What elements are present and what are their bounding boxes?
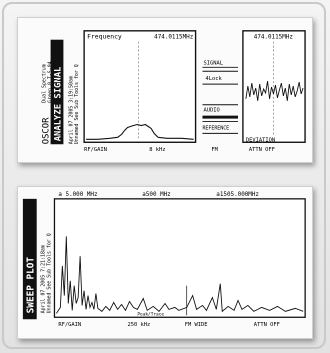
sweep-mode-box xyxy=(22,198,37,320)
freq-value: 474.0115MHz xyxy=(154,35,193,41)
sweep-plot-printout: SWEEP PLOT April 07 2005 7:21:18am Unnam… xyxy=(17,186,313,339)
peak-label: Peak/Trace xyxy=(137,311,164,317)
user-line: Unnamed See Sub Tools for Q xyxy=(74,64,80,144)
sweep-plot-graphics: SWEEP PLOT April 07 2005 7:21:18am Unnam… xyxy=(22,192,306,328)
lock-label: 4Lock xyxy=(205,76,222,82)
attn-label: ATTN OFF xyxy=(249,147,275,153)
deviation-label: DEVIATION xyxy=(246,137,275,143)
spectrum-trace xyxy=(86,123,194,140)
deviation-trace xyxy=(245,81,304,101)
mode-label: ANALYZE SIGNAL xyxy=(53,67,63,142)
sweep-mode-label: SWEEP PLOT xyxy=(26,257,37,314)
mode-label-box xyxy=(50,39,64,145)
span-label: a500 MHz xyxy=(142,192,170,198)
bottom-mode-label: FM xyxy=(211,147,218,153)
stop-label: a1505.000MHz xyxy=(216,192,259,198)
reference-label: REFERENCE xyxy=(202,125,229,131)
freq-label: Frequency xyxy=(87,33,122,41)
bottom-left-label: RF/GAIN xyxy=(84,147,107,153)
side-subtitle: Dual Spectrum xyxy=(42,64,48,103)
side-line2: Green 0 T-S-04 xyxy=(48,61,54,103)
sweep-bottom-left: RF/GAIN xyxy=(58,322,81,328)
spectrum-window xyxy=(83,30,197,143)
date-line: April 07 2005 3:19:50am xyxy=(68,76,74,144)
side-title: OSCOR xyxy=(42,117,52,144)
sweep-date-line: April 07 2005 7:21:18am xyxy=(41,245,47,313)
analyze-signal-printout: OSCOR Dual Spectrum Green 0 T-S-04 ANALY… xyxy=(17,17,313,163)
sweep-user-line: Unnamed See Sub Tools for Q xyxy=(47,233,53,313)
signal-label: SIGNAL xyxy=(203,60,223,66)
start-label: a 5.000 MHz xyxy=(58,192,97,198)
sweep-trace xyxy=(56,236,304,314)
audio-meter xyxy=(202,115,238,119)
sweep-plot-window xyxy=(53,198,306,318)
sweep-bottom-mode: FM WIDE xyxy=(185,322,208,328)
frame-border xyxy=(2,2,326,349)
deviation-window xyxy=(242,30,306,143)
audio-label: AUDIO xyxy=(203,108,219,114)
bottom-mid-label: 8 kHz xyxy=(149,147,165,153)
sweep-attn-label: ATTN OFF xyxy=(254,322,280,328)
right-freq-value: 474.0115MHz xyxy=(254,35,293,41)
sweep-bottom-mid: 250 kHz xyxy=(127,322,150,328)
analyze-signal-graphics: OSCOR Dual Spectrum Green 0 T-S-04 ANALY… xyxy=(42,30,306,153)
